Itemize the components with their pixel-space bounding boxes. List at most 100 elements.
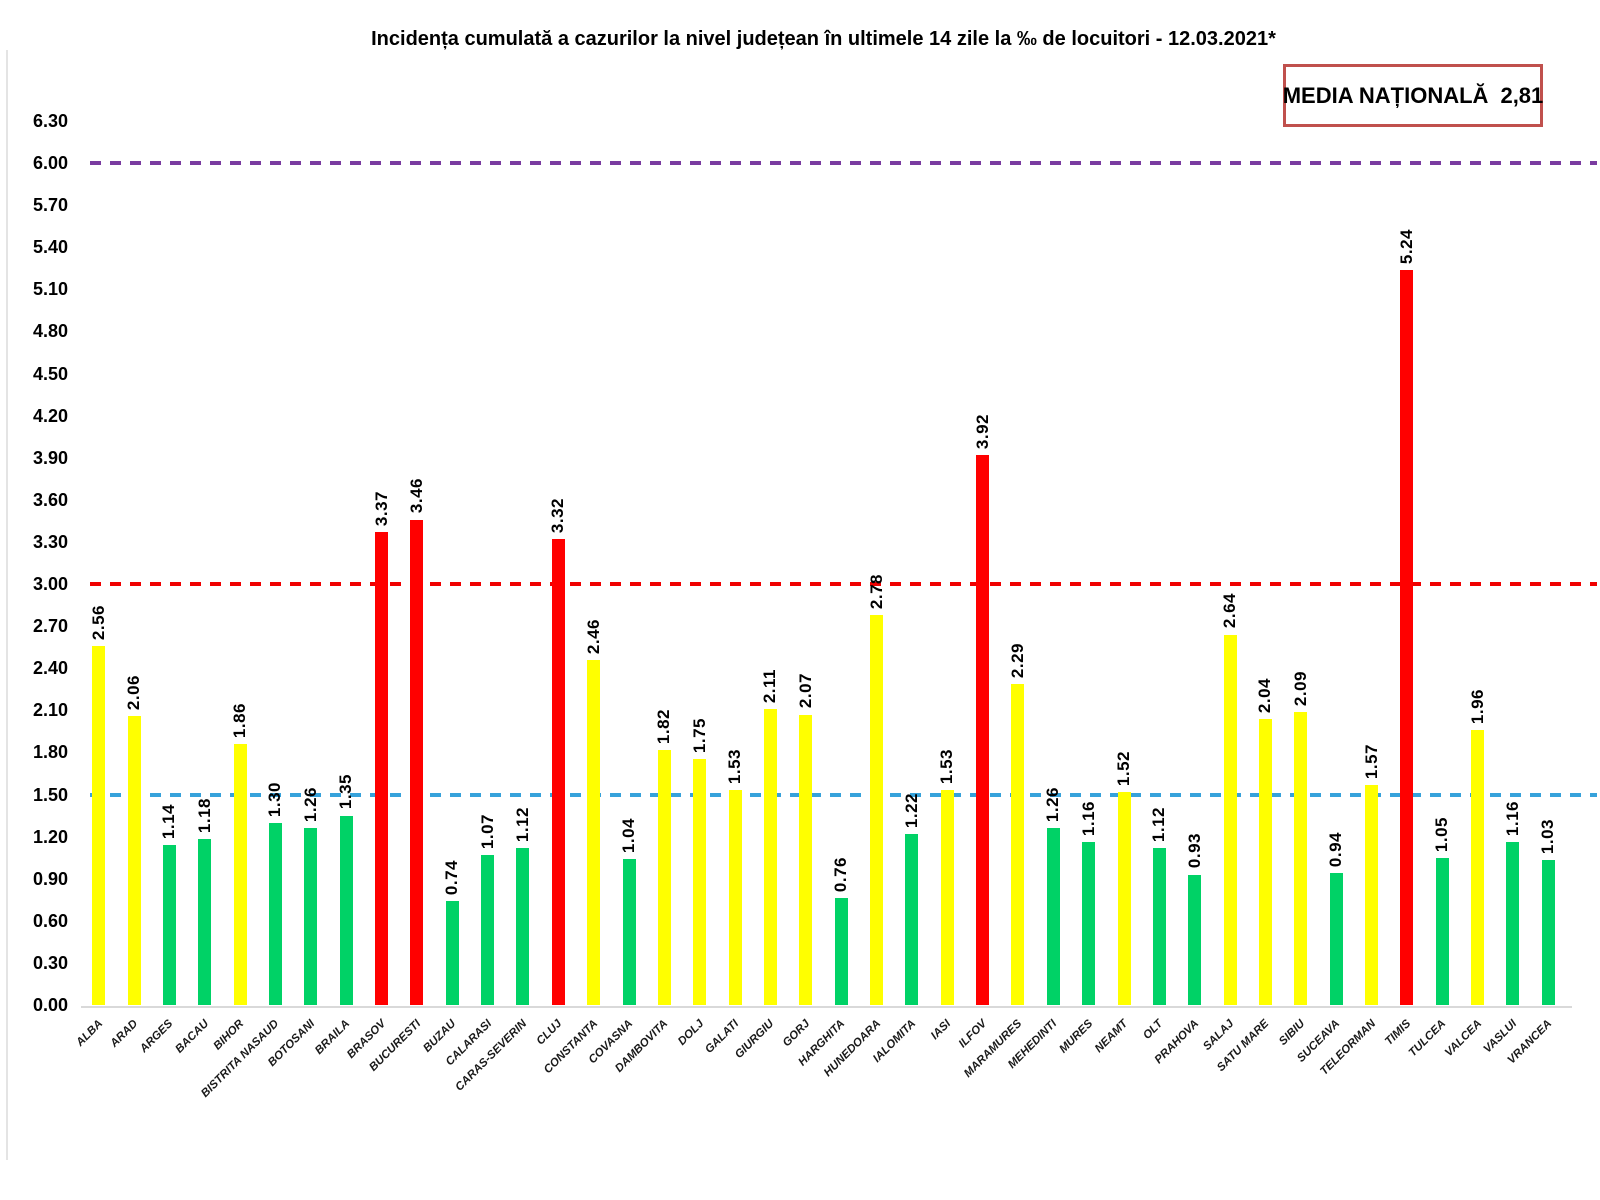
bar-value-label: 2.11 xyxy=(760,668,780,703)
bar-value-label: 1.22 xyxy=(901,792,921,828)
bar-galati xyxy=(728,790,742,1005)
bar-value-label: 1.14 xyxy=(159,803,179,840)
bar-value-label: 2.46 xyxy=(583,618,603,654)
national-average-box: MEDIA NAȚIONALĂ 2,81 xyxy=(1283,64,1543,127)
bar-bistrita-nasaud xyxy=(268,822,282,1005)
bar-value-label: 1.53 xyxy=(937,749,957,785)
bar-botosani xyxy=(304,828,318,1005)
bar-value-label: 1.12 xyxy=(1149,806,1169,842)
y-axis-tick-label: 6.30 xyxy=(32,111,68,131)
bar-value-label: 3.32 xyxy=(548,498,568,534)
bar-value-label: 1.05 xyxy=(1432,816,1452,852)
bar-braila xyxy=(339,815,353,1005)
bar-suceava xyxy=(1329,873,1343,1005)
bar-ialomita xyxy=(905,833,919,1005)
bar-iasi xyxy=(940,790,954,1005)
bar-value-label: 1.16 xyxy=(1502,801,1522,837)
bar-vaslui xyxy=(1506,842,1520,1005)
bar-value-label: 3.92 xyxy=(972,413,992,449)
y-axis-tick-label: 2.70 xyxy=(32,616,68,637)
bar-value-label: 0.74 xyxy=(442,860,462,896)
bar-satu-mare xyxy=(1258,718,1272,1005)
bar-value-label: 2.09 xyxy=(1290,670,1310,706)
y-axis-tick-label: 3.90 xyxy=(32,447,68,468)
blue-dashed-line xyxy=(90,792,1597,797)
bar-timis xyxy=(1400,269,1414,1005)
bar-value-label: 5.24 xyxy=(1396,228,1416,264)
bar-value-label: 2.29 xyxy=(1007,642,1027,678)
bar-constanta xyxy=(587,659,601,1005)
chart-left-border xyxy=(6,50,8,1160)
y-axis-tick-label: 5.40 xyxy=(32,237,68,258)
bar-prahova xyxy=(1188,874,1202,1005)
national-average-label: MEDIA NAȚIONALĂ xyxy=(1282,82,1489,108)
bar-value-label: 1.12 xyxy=(512,806,532,842)
bar-value-label: 0.93 xyxy=(1184,833,1204,869)
y-axis-tick-label: 0.00 xyxy=(32,995,68,1015)
y-axis-tick-label: 4.50 xyxy=(32,363,68,384)
bar-maramures xyxy=(1011,683,1025,1005)
y-axis-tick-label: 1.20 xyxy=(32,826,68,847)
y-axis-tick-label: 0.90 xyxy=(32,868,68,889)
red-dashed-line xyxy=(90,582,1597,587)
bar-value-label: 1.52 xyxy=(1114,750,1134,786)
bar-teleorman xyxy=(1365,784,1379,1005)
purple-dashed-line xyxy=(90,161,1597,166)
bar-buzau xyxy=(445,901,459,1005)
bar-vrancea xyxy=(1541,860,1555,1005)
y-axis-tick-label: 4.80 xyxy=(32,321,68,342)
bar-value-label: 1.03 xyxy=(1538,819,1558,855)
bar-arges xyxy=(162,845,176,1005)
bar-value-label: 2.64 xyxy=(1220,593,1240,629)
chart-title: Incidența cumulată a cazurilor la nivel … xyxy=(371,28,1276,50)
x-axis-line xyxy=(81,1006,1572,1008)
bar-value-label: 1.18 xyxy=(194,798,214,834)
y-axis-tick-label: 6.00 xyxy=(32,153,68,174)
bar-value-label: 1.53 xyxy=(725,749,745,785)
bar-calarasi xyxy=(481,854,495,1005)
y-axis-tick-label: 5.10 xyxy=(32,279,68,300)
bar-value-label: 0.94 xyxy=(1326,832,1346,868)
bar-value-label: 1.35 xyxy=(336,774,356,810)
bar-giurgiu xyxy=(763,708,777,1005)
bar-value-label: 1.96 xyxy=(1467,688,1487,724)
bar-value-label: 1.57 xyxy=(1361,743,1381,779)
bar-alba xyxy=(92,645,106,1005)
bar-value-label: 2.04 xyxy=(1255,677,1275,713)
bar-dolj xyxy=(693,759,707,1005)
bar-valcea xyxy=(1471,729,1485,1005)
bar-harghita xyxy=(834,898,848,1005)
y-axis-tick-label: 0.30 xyxy=(32,952,68,973)
bar-mehedinti xyxy=(1046,828,1060,1005)
bar-sibiu xyxy=(1294,711,1308,1005)
bar-neamt xyxy=(1117,791,1131,1005)
bar-value-label: 0.76 xyxy=(831,857,851,893)
bar-olt xyxy=(1152,847,1166,1005)
bar-value-label: 1.16 xyxy=(1078,801,1098,837)
y-axis-tick-label: 1.80 xyxy=(32,742,68,763)
bar-value-label: 1.30 xyxy=(265,781,285,817)
x-axis-label: ALBA xyxy=(73,1017,105,1049)
y-axis-tick-label: 2.10 xyxy=(32,700,68,721)
bar-value-label: 2.07 xyxy=(795,673,815,709)
bar-value-label: 1.07 xyxy=(477,813,497,849)
bar-dambovita xyxy=(657,749,671,1005)
bar-bacau xyxy=(198,839,212,1005)
bar-salaj xyxy=(1223,634,1237,1005)
bar-value-label: 3.46 xyxy=(406,478,426,514)
bar-mures xyxy=(1082,842,1096,1005)
bar-value-label: 2.06 xyxy=(124,674,144,710)
y-axis-tick-label: 4.20 xyxy=(32,405,68,426)
bar-tulcea xyxy=(1435,857,1449,1005)
bar-value-label: 2.78 xyxy=(866,573,886,609)
bar-value-label: 1.26 xyxy=(1043,787,1063,823)
bar-value-label: 2.56 xyxy=(88,604,108,640)
bar-caras-severin xyxy=(516,847,530,1005)
y-axis-tick-label: 0.60 xyxy=(32,910,68,931)
bar-covasna xyxy=(622,859,636,1005)
bar-hunedoara xyxy=(870,614,884,1005)
bar-bucuresti xyxy=(410,519,424,1005)
y-axis-tick-label: 2.40 xyxy=(32,658,68,679)
